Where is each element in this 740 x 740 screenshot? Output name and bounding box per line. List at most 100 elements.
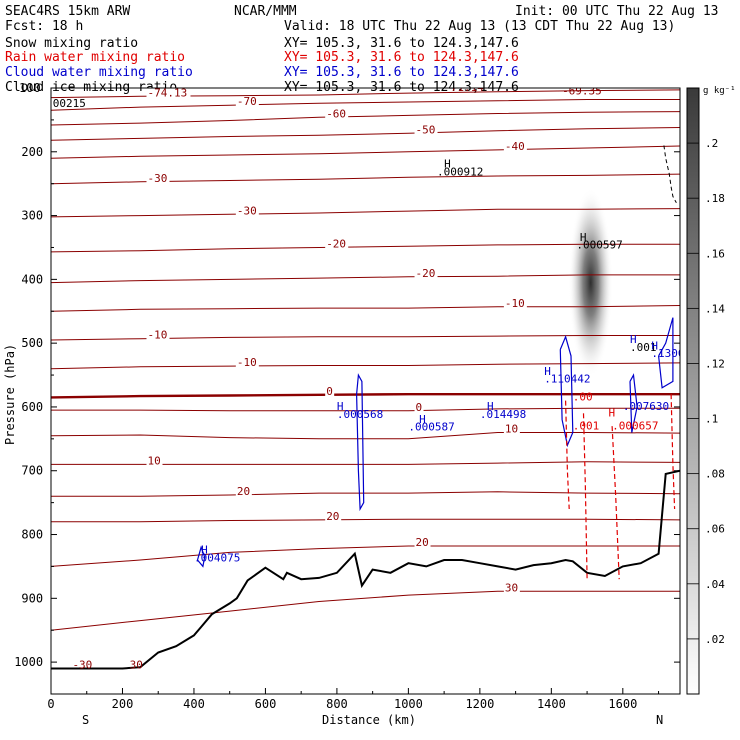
- isotherm-label-bg: [503, 424, 520, 435]
- field-annotation: H: [337, 400, 344, 413]
- field-annotation: -71.14: [444, 81, 484, 94]
- isotherm-label: -50: [416, 123, 436, 136]
- isotherm-label: 20: [326, 510, 339, 523]
- isotherm-label-bg: [414, 538, 431, 549]
- colorbar: [686, 87, 700, 695]
- field-annotation: H: [630, 333, 637, 346]
- isotherm-label: 20: [416, 536, 429, 549]
- isotherm-label-bg: [325, 386, 335, 397]
- field-annotation: -69.35: [562, 84, 602, 97]
- isotherm-label-bg: [325, 109, 349, 120]
- isotherm-label: -60: [326, 107, 346, 120]
- y-tick-label: 400: [21, 272, 43, 286]
- field-annotation: 00215: [53, 97, 86, 110]
- field-rain-name: Rain water mixing ratio: [5, 50, 186, 65]
- isotherm-label-bg: [503, 583, 520, 594]
- field-annotation: H: [444, 158, 451, 171]
- field-snow-name: Snow mixing ratio: [5, 36, 139, 51]
- terrain-surface-line: [51, 469, 680, 670]
- isotherm-label-bg: [414, 402, 424, 413]
- rain-contour: [611, 426, 620, 580]
- isotherm-line: [51, 208, 680, 218]
- isotherm-line: [51, 590, 680, 631]
- isotherm-label-bg: [414, 268, 438, 279]
- x-tick-label: 200: [112, 697, 134, 711]
- field-annotation: .007630: [623, 400, 669, 413]
- cloud-water-contour: [559, 334, 574, 448]
- x-tick-label: 1000: [394, 697, 423, 711]
- isotherm-label: -10: [505, 297, 525, 310]
- cloud-water-contour: [629, 373, 638, 433]
- field-annotation: .014498: [480, 408, 526, 421]
- isotherm-line: [51, 305, 680, 312]
- isotherm-label: 0: [416, 401, 423, 414]
- isotherm-line: [51, 274, 680, 284]
- field-annotation: H: [544, 365, 551, 378]
- field-rain-xy: XY= 105.3, 31.6 to 124.3,147.6: [284, 50, 519, 65]
- isotherm-label-bg: [235, 97, 259, 108]
- isotherm-line: [51, 362, 680, 370]
- isotherm-label: -30: [147, 172, 167, 185]
- x-tick-label: 1400: [537, 697, 566, 711]
- x-end-label-south: S: [82, 713, 89, 727]
- isotherm-line: [51, 432, 680, 440]
- field-annotation: .00: [573, 391, 593, 404]
- forecast-hour: Fcst: 18 h: [5, 19, 84, 34]
- field-annotation: H: [201, 544, 208, 557]
- x-tick-label: 600: [255, 697, 277, 711]
- y-tick-label: 600: [21, 400, 43, 414]
- field-annotation: .001: [630, 341, 657, 354]
- isotherm-label: -20: [326, 237, 346, 250]
- isotherm-label: -20: [416, 267, 436, 280]
- x-tick-label: 0: [47, 697, 54, 711]
- x-tick-label: 400: [183, 697, 205, 711]
- field-snow-xy: XY= 105.3, 31.6 to 124.3,147.6: [284, 36, 519, 51]
- isotherm-line: [51, 173, 680, 185]
- isotherm-label: -40: [505, 140, 525, 153]
- isotherm-line: [51, 243, 680, 253]
- valid-time: Valid: 18 UTC Thu 22 Aug 13 (13 CDT Thu …: [284, 19, 676, 34]
- field-annotation: .000597: [576, 239, 622, 252]
- colorbar-tick-label: .18: [705, 192, 725, 205]
- field-cloudwater-xy: XY= 105.3, 31.6 to 124.3,147.6: [284, 65, 519, 80]
- x-axis-title: Distance (km): [322, 713, 416, 727]
- colorbar-tick-label: .08: [705, 468, 725, 481]
- colorbar-tick-label: .02: [705, 633, 725, 646]
- rain-contour: [582, 413, 588, 580]
- y-tick-label: 200: [21, 145, 43, 159]
- plot-frame: [50, 87, 681, 695]
- field-annotation: H: [651, 340, 658, 353]
- field-annotation: .000912: [437, 165, 483, 178]
- colorbar-tick-label: .16: [705, 247, 725, 260]
- colorbar-tick-label: .12: [705, 357, 725, 370]
- isotherm-line: [51, 461, 680, 465]
- isotherm-label: -10: [147, 329, 167, 342]
- x-tick-label: 1200: [465, 697, 494, 711]
- org-label: NCAR/MMM: [234, 4, 297, 19]
- model-title: SEAC4RS 15km ARW: [5, 4, 131, 19]
- isotherm-label-bg: [414, 125, 438, 136]
- colorbar-tick-label: .06: [705, 523, 725, 536]
- field-annotation: H: [487, 400, 494, 413]
- snow-shading: [568, 187, 613, 378]
- field-annotation: .110442: [544, 373, 590, 386]
- colorbar-tick-label: .1: [705, 413, 718, 426]
- isotherm-line: [51, 518, 680, 523]
- field-annotation: .004075: [194, 551, 240, 564]
- isotherm-label: 10: [147, 454, 160, 467]
- isotherm-line: [51, 545, 680, 567]
- y-tick-label: 500: [21, 336, 43, 350]
- isotherm-label: 0: [326, 385, 333, 398]
- isotherm-label-bg: [235, 206, 259, 217]
- y-tick-label: 1000: [14, 655, 43, 669]
- isotherm-label-bg: [325, 511, 342, 522]
- isotherm-label: 10: [505, 422, 518, 435]
- field-annotation: H: [419, 413, 426, 426]
- field-annotation: .000568: [337, 408, 383, 421]
- isotherm-label: -74.13: [147, 86, 187, 99]
- field-annotation: .000657: [612, 419, 658, 432]
- colorbar-tick-label: .04: [705, 578, 725, 591]
- isotherm-line: [51, 111, 680, 126]
- field-annotation: .1300: [651, 347, 684, 360]
